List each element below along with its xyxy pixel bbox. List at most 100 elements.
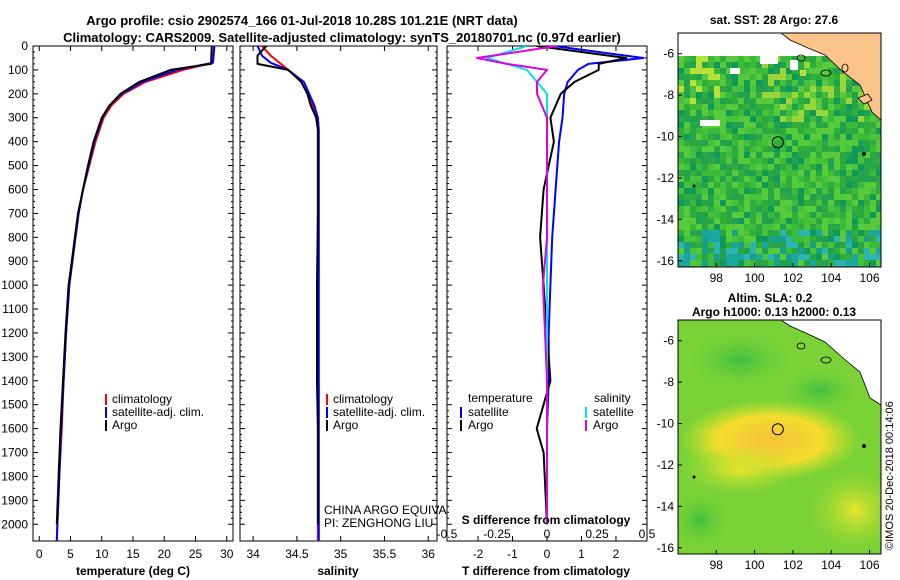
sst-cell [804,242,810,248]
sst-cell [720,80,726,86]
sst-cell [816,146,822,152]
sst-cell [840,170,846,176]
sst-cell [816,254,822,260]
sst-cell [792,56,798,62]
sst-cell [858,140,864,146]
sst-cell [822,212,828,218]
sst-cell [858,164,864,170]
sst-cell [732,86,738,92]
sst-cell [708,164,714,170]
sst-cell [696,98,702,104]
sst-cell [798,182,804,188]
map-y-tick-label: -14 [657,212,675,226]
sst-cell [738,140,744,146]
sst-cell [858,182,864,188]
sst-cell [690,74,696,80]
sst-cell [804,92,810,98]
sst-cell [768,68,774,74]
sst-cell [816,224,822,230]
sst-cell [714,182,720,188]
sst-cell [798,158,804,164]
s-tick-label: 0.25 [585,527,609,541]
sla-anomaly-high [810,470,881,550]
sst-cell [792,164,798,170]
sst-cell [804,68,810,74]
sst-cell [708,182,714,188]
sst-cell [732,230,738,236]
sst-cell [780,230,786,236]
sst-cell [828,218,834,224]
sst-cell [846,212,852,218]
sst-cell [684,170,690,176]
island-shape [862,444,866,448]
sst-cell [750,56,756,62]
sst-cell [720,74,726,80]
sst-cell [708,146,714,152]
sst-cell [720,182,726,188]
sst-cell [846,92,852,98]
sst-cell [804,104,810,110]
sst-cell [702,164,708,170]
sst-cell [684,212,690,218]
sst-cell [690,62,696,68]
map-x-tick-label: 104 [821,271,841,285]
sst-cell [870,254,876,260]
sst-cell [870,194,876,200]
sst-cell [726,110,732,116]
sst-cell [738,206,744,212]
sst-cell [816,182,822,188]
sst-cell [834,224,840,230]
sst-cell [786,140,792,146]
sst-cell [678,56,684,62]
sst-cell [810,74,816,80]
sst-cell [792,134,798,140]
sst-cell [732,62,738,68]
sst-cell [780,134,786,140]
sst-cell [726,128,732,134]
sst-cell [744,104,750,110]
sst-cell [708,80,714,86]
sst-cell [774,218,780,224]
sst-cell [678,224,684,230]
sst-cell [786,260,792,266]
sst-cell [768,134,774,140]
sst-cell [726,188,732,194]
sst-cell [852,80,858,86]
sst-cell [756,200,762,206]
sst-cell [864,236,870,242]
sst-cell [702,56,708,62]
sst-cell [696,236,702,242]
argo-profile-location [771,136,784,149]
sst-cell [768,182,774,188]
sst-cell [864,224,870,230]
sst-cell [804,86,810,92]
sst-cell [840,128,846,134]
sst-cell [678,68,684,74]
sst-cell [684,236,690,242]
y-tick-label: 1600 [1,422,28,436]
sst-cell [744,206,750,212]
sst-cell [846,242,852,248]
sst-cell [846,86,852,92]
sst-cell [738,134,744,140]
sst-cell [756,68,762,74]
sst-cell [870,176,876,182]
sst-cell [816,116,822,122]
sst-cell [858,248,864,254]
sst-cell [792,212,798,218]
sst-cell [876,128,881,134]
y-tick-label: 400 [8,135,28,149]
sst-cell [726,212,732,218]
sst-cell [810,224,816,230]
sst-cell [684,56,690,62]
sst-cell [732,206,738,212]
sst-cell [714,104,720,110]
sst-cell [738,110,744,116]
sst-cell [828,86,834,92]
sst-cell [798,98,804,104]
y-tick-label: 1100 [2,302,28,316]
sst-cell [846,188,852,194]
sst-cell [726,200,732,206]
warm-patch [800,70,806,76]
map-y-tick-label: -6 [663,47,674,61]
